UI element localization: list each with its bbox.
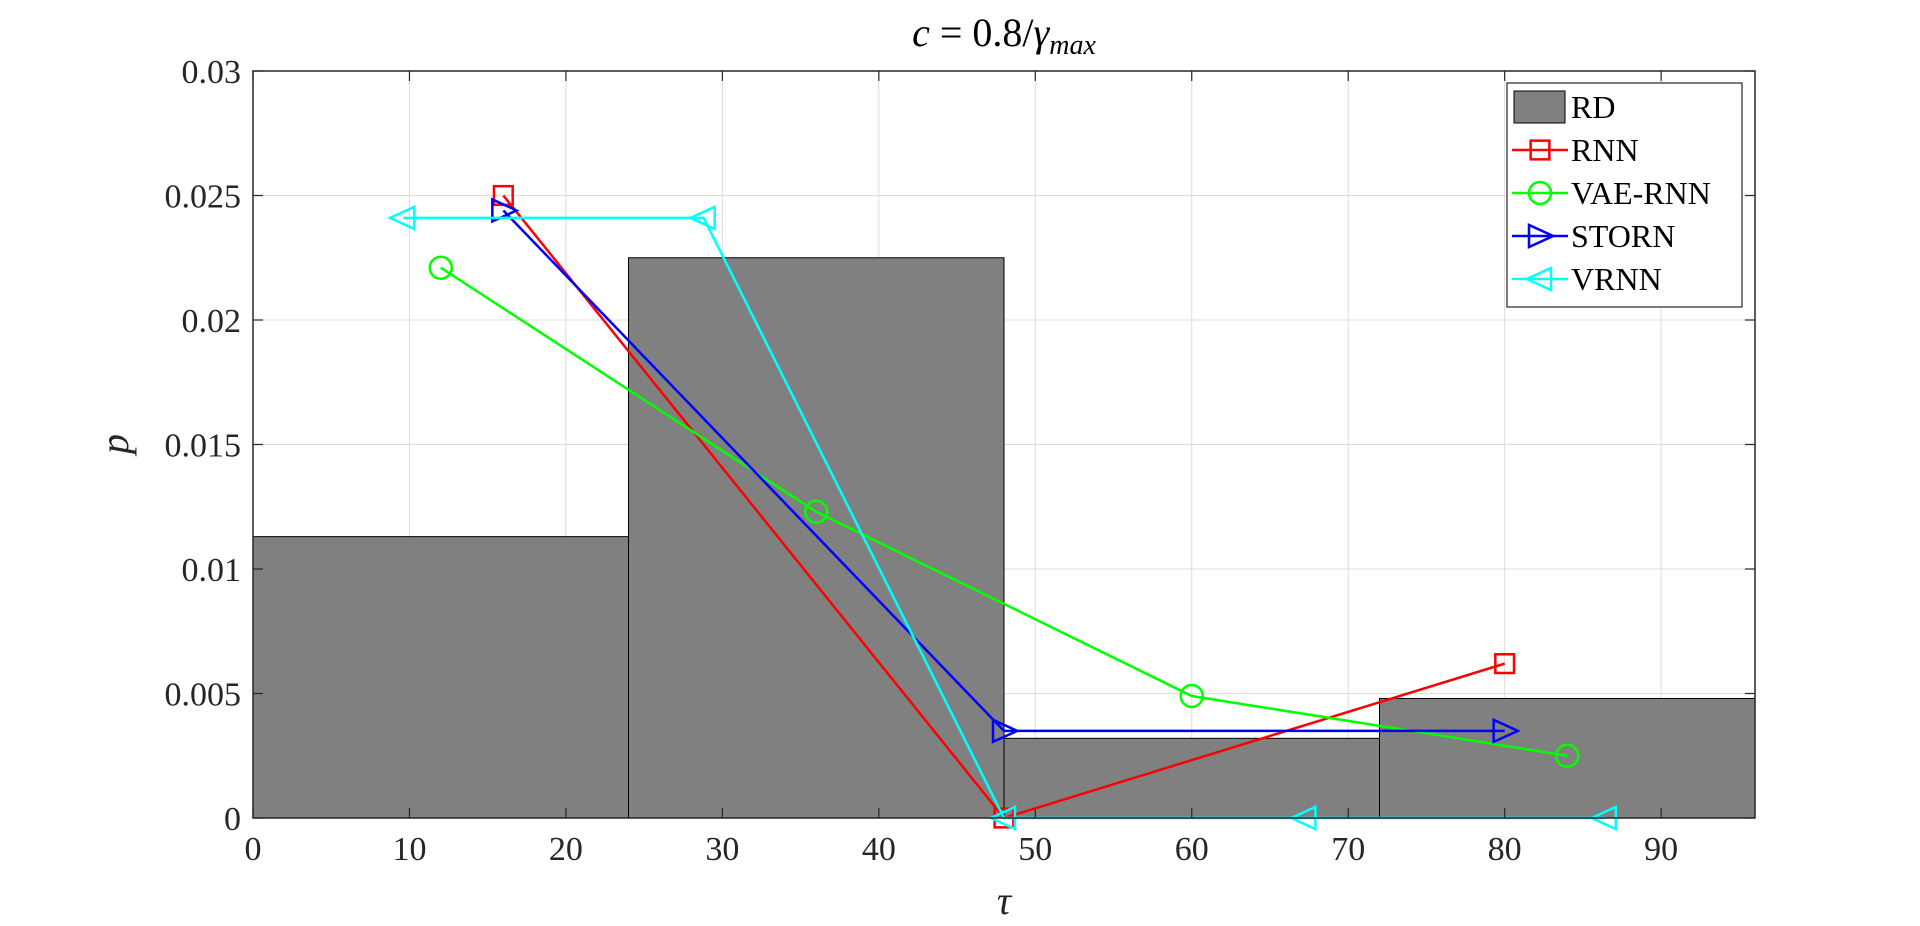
title-gamma: γ xyxy=(1034,10,1051,55)
axis-ticks: 0 10 20 30 40 50 60 70 80 90 0 0.005 0.01 0.015 0.02 0.… xyxy=(165,54,1755,868)
x-tick-label: 10 xyxy=(392,831,426,868)
legend-label-vae-rnn: VAE-RNN xyxy=(1571,175,1711,211)
legend: RD RNN VAE-RNN STORN VRNN xyxy=(1506,82,1743,308)
series-point-vae-rnn xyxy=(1555,743,1580,768)
legend-label-storn: STORN xyxy=(1571,218,1675,254)
legend-label-rnn: RNN xyxy=(1571,132,1639,168)
y-tick-label: 0.025 xyxy=(165,179,242,216)
series-point-vae-rnn xyxy=(1179,683,1204,709)
title-eq: = 0.8/ xyxy=(930,10,1035,55)
title-sub: max xyxy=(1049,30,1096,61)
legend-marker-storn xyxy=(1527,223,1557,249)
series-point-storn xyxy=(991,717,1021,744)
x-tick-label: 80 xyxy=(1488,831,1522,868)
y-tick-label: 0.005 xyxy=(165,677,242,714)
x-tick-label: 50 xyxy=(1018,831,1052,868)
y-axis-label: p xyxy=(92,434,137,457)
series-line-vae-rnn xyxy=(440,266,1568,757)
histogram-bar xyxy=(1379,697,1756,819)
series-point-vrnn xyxy=(386,204,416,231)
series-line-storn xyxy=(502,209,1505,733)
title-lhs: c xyxy=(912,10,930,55)
y-tick-label: 0.015 xyxy=(165,428,242,465)
series-point-storn xyxy=(1492,717,1521,744)
legend-marker-vrnn xyxy=(1523,266,1553,292)
y-tick-label: 0 xyxy=(224,801,241,838)
y-tick-label: 0.02 xyxy=(182,303,242,340)
x-tick-label: 90 xyxy=(1644,831,1678,868)
series-point-rnn xyxy=(1494,653,1516,675)
x-tick-label: 40 xyxy=(862,831,896,868)
series-point-vrnn xyxy=(687,204,716,231)
chart-title: c = 0.8/γmax xyxy=(912,10,1096,61)
legend-swatch-rd xyxy=(1513,90,1566,124)
histogram-bar xyxy=(628,257,1005,819)
legend-label-rd: RD xyxy=(1571,89,1615,125)
series-point-storn xyxy=(491,197,520,224)
x-tick-label: 20 xyxy=(549,831,583,868)
series-point-vae-rnn xyxy=(804,499,829,524)
legend-marker-rnn xyxy=(1529,139,1551,161)
histogram-bar xyxy=(1003,737,1380,819)
legend-label-vrnn: VRNN xyxy=(1571,261,1662,297)
y-tick-label: 0.03 xyxy=(182,54,242,91)
x-tick-label: 30 xyxy=(705,831,739,868)
legend-marker-vae-rnn xyxy=(1527,180,1553,206)
x-axis-label: τ xyxy=(997,878,1013,923)
y-tick-label: 0.01 xyxy=(182,552,242,589)
series-point-vae-rnn xyxy=(428,255,453,280)
histogram-bar xyxy=(252,536,629,819)
x-tick-label: 70 xyxy=(1331,831,1365,868)
histogram-bars xyxy=(252,257,1756,819)
x-tick-label: 60 xyxy=(1175,831,1209,868)
x-tick-label: 0 xyxy=(245,831,262,868)
